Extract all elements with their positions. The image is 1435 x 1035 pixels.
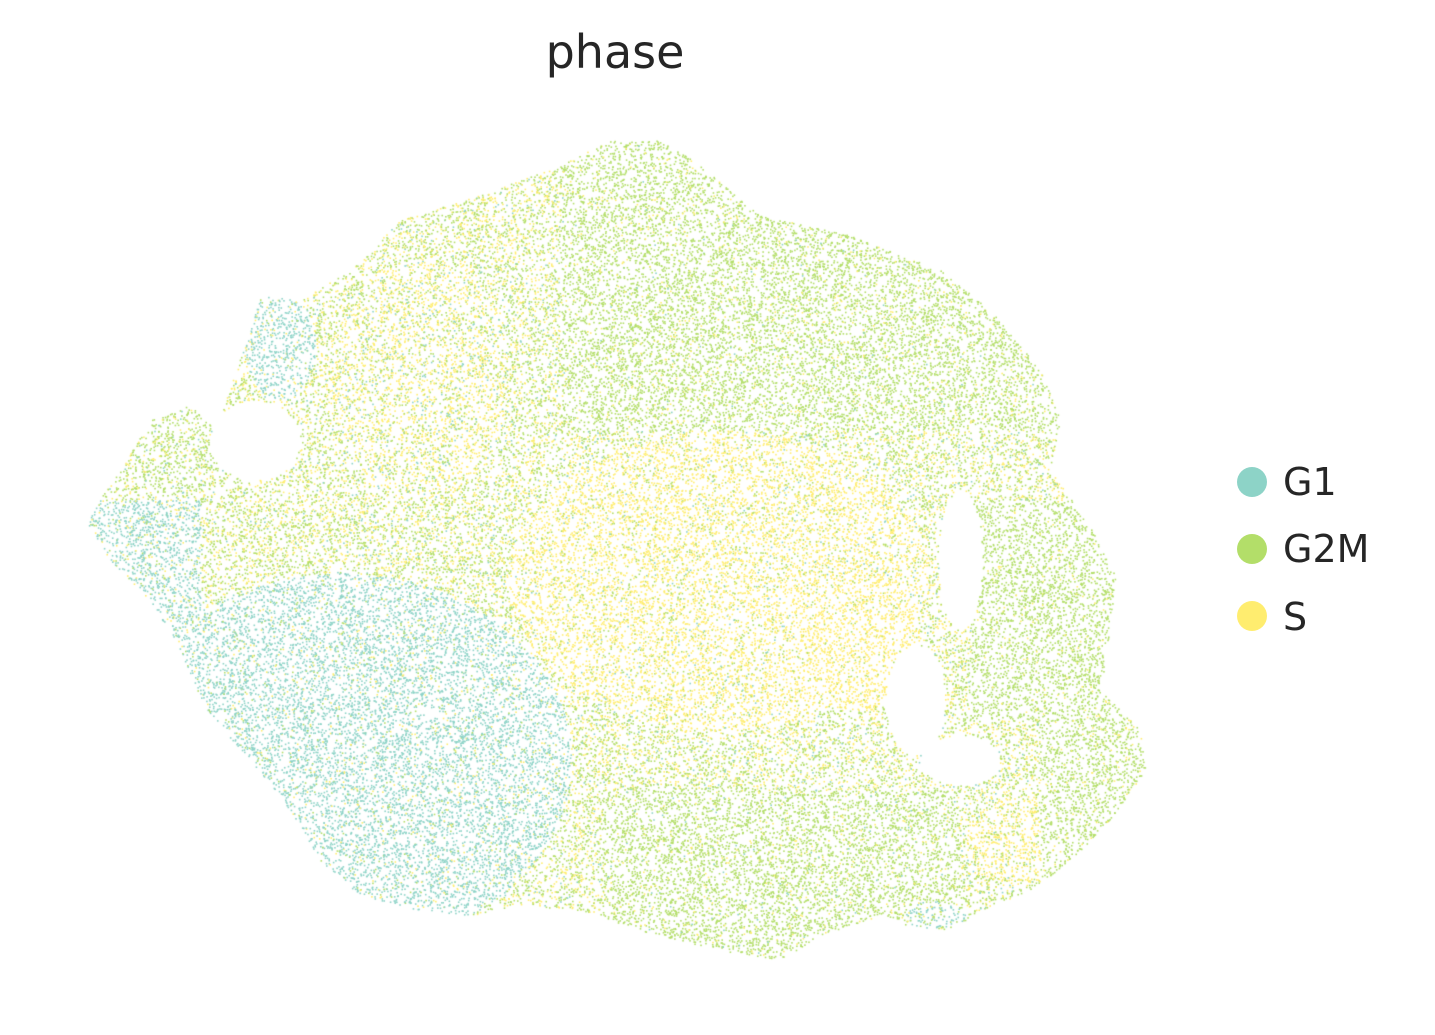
legend-item-s: S (1237, 595, 1307, 639)
legend-item-g2m: G2M (1237, 527, 1369, 571)
legend-label-g2m: G2M (1283, 527, 1369, 571)
legend-marker-g1 (1237, 467, 1267, 497)
legend-label-g1: G1 (1283, 460, 1337, 504)
legend: G1 G2M S (1237, 460, 1369, 639)
legend-label-s: S (1283, 595, 1307, 639)
legend-marker-g2m (1237, 534, 1267, 564)
legend-item-g1: G1 (1237, 460, 1337, 504)
legend-marker-s (1237, 601, 1267, 631)
